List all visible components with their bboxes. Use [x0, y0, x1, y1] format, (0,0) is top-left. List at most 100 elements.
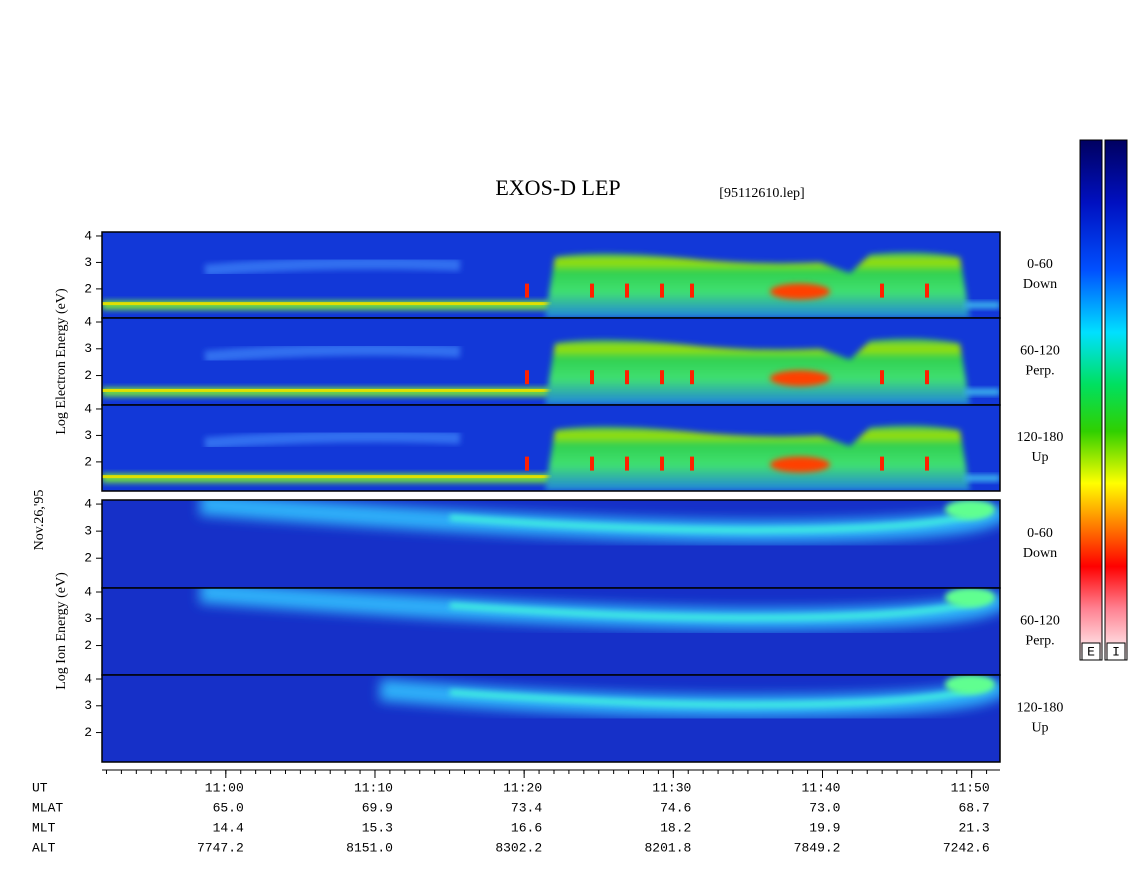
hot-streak	[690, 456, 694, 471]
ephemeris-value: 7242.6	[943, 840, 990, 855]
hot-streak	[590, 283, 594, 298]
y-axis-label: Log Electron Energy (eV)	[54, 288, 69, 435]
ion-arc-core	[449, 506, 992, 534]
hot-streak	[925, 283, 929, 298]
x-tick-label: 11:20	[503, 780, 542, 795]
y-tick-label: 3	[84, 524, 92, 539]
x-tick-label: 11:40	[801, 780, 840, 795]
chart-title: EXOS-D LEP	[495, 175, 620, 200]
colorbar	[1104, 139, 1128, 661]
hot-streak	[660, 283, 664, 298]
y-tick-label: 3	[84, 255, 92, 270]
spectrogram-bg	[102, 675, 1000, 762]
x-label: UT	[32, 780, 48, 795]
hot-streak	[925, 456, 929, 471]
y-tick-label: 4	[84, 496, 92, 511]
low-energy-core	[102, 475, 552, 479]
spectrogram	[102, 405, 1000, 491]
panel-sublabel: Perp.	[1025, 634, 1054, 649]
ion-peak	[945, 588, 995, 608]
ephemeris-value: 73.0	[809, 800, 840, 815]
y-tick-label: 2	[84, 725, 92, 740]
y-tick-label: 2	[84, 281, 92, 296]
spectrogram	[102, 588, 1000, 675]
spectrogram	[102, 318, 1000, 405]
hot-streak	[880, 456, 884, 471]
hot-streak	[880, 283, 884, 298]
hot-streak	[880, 370, 884, 385]
panel-label: 60-120	[1020, 344, 1060, 359]
colorbar-label-box	[1106, 642, 1126, 661]
y-tick-label: 2	[84, 368, 92, 383]
low-energy-core	[102, 302, 552, 306]
ephemeris-value: 16.6	[511, 820, 542, 835]
ephemeris-value: 8151.0	[346, 840, 393, 855]
ephemeris-value: 65.0	[213, 800, 244, 815]
ephemeris-name: MLT	[32, 820, 56, 835]
y-tick-label: 2	[84, 454, 92, 469]
low-energy-core	[102, 388, 552, 392]
spectrogram	[102, 500, 1000, 588]
precipitation	[545, 252, 970, 318]
panel-label: 60-120	[1020, 614, 1060, 629]
y-tick-label: 3	[84, 698, 92, 713]
hot-streak	[925, 370, 929, 385]
panel-label: 0-60	[1027, 526, 1053, 541]
ephemeris-value: 68.7	[958, 800, 989, 815]
ion-arc-core	[449, 594, 992, 621]
ephemeris-value: 21.3	[958, 820, 989, 835]
panel-label: 120-180	[1017, 701, 1064, 716]
faint-band	[204, 343, 461, 363]
ephemeris-value: 8302.2	[495, 840, 542, 855]
ephemeris-name: MLAT	[32, 800, 63, 815]
colorbar-label: I	[1112, 644, 1120, 659]
y-tick-label: 4	[84, 314, 92, 329]
hot-streak	[590, 456, 594, 471]
hot-spot	[770, 370, 830, 387]
hot-streak	[625, 370, 629, 385]
ion-peak	[945, 500, 995, 520]
panel-sublabel: Down	[1023, 546, 1057, 561]
low-energy-band	[102, 473, 552, 483]
panel-sublabel: Perp.	[1025, 364, 1054, 379]
panel-frame	[101, 404, 1001, 492]
ephemeris-name: ALT	[32, 840, 56, 855]
y-tick-label: 2	[84, 551, 92, 566]
ion-arc-core	[449, 681, 992, 708]
colorbar	[1079, 139, 1103, 661]
ephemeris-value: 14.4	[213, 820, 244, 835]
precipitation	[545, 425, 970, 491]
hot-spot	[770, 456, 830, 473]
date-label: Nov.26,'95	[32, 490, 47, 551]
hot-streak	[625, 456, 629, 471]
ephemeris-value: 7849.2	[794, 840, 841, 855]
x-tick-label: 11:30	[652, 780, 691, 795]
low-energy-band	[102, 387, 552, 397]
hot-streak	[525, 370, 529, 385]
tail-band	[965, 388, 1000, 395]
panel-label: 120-180	[1017, 430, 1064, 445]
panel-sublabel: Down	[1023, 277, 1057, 292]
hot-streak	[660, 370, 664, 385]
y-tick-label: 3	[84, 611, 92, 626]
ephemeris-value: 8201.8	[645, 840, 692, 855]
colorbar-label-box	[1081, 642, 1101, 661]
y-tick-label: 4	[84, 671, 92, 686]
ephemeris-value: 19.9	[809, 820, 840, 835]
ephemeris-value: 18.2	[660, 820, 691, 835]
tail-band	[965, 302, 1000, 309]
hot-streak	[690, 283, 694, 298]
ephemeris-value: 7747.2	[197, 840, 244, 855]
y-axis-label: Log Ion Energy (eV)	[54, 572, 69, 690]
colorbar-label: E	[1087, 644, 1095, 659]
hot-streak	[525, 456, 529, 471]
hot-streak	[625, 283, 629, 298]
hot-spot	[770, 283, 830, 300]
panel-label: 0-60	[1027, 257, 1053, 272]
panel-sublabel: Up	[1031, 721, 1048, 736]
spectrogram	[102, 232, 1000, 318]
ephemeris-value: 73.4	[511, 800, 542, 815]
panel-sublabel: Up	[1031, 450, 1048, 465]
